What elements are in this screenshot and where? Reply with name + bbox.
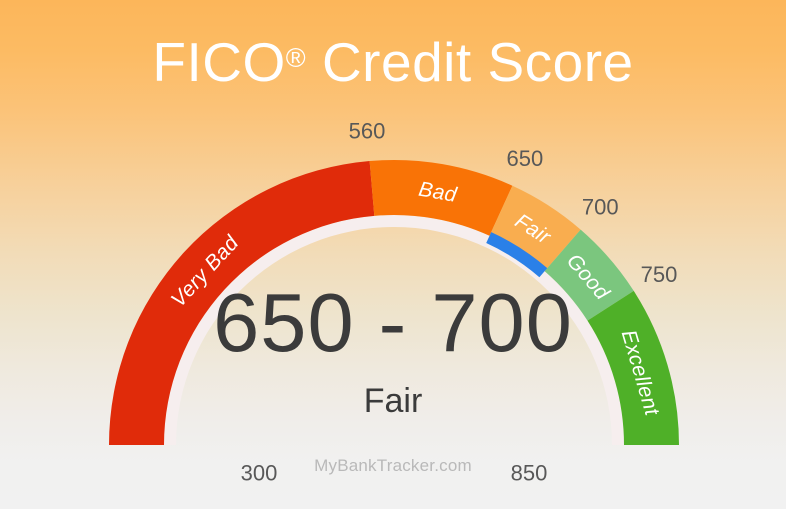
registered-trademark-icon: ® — [285, 43, 307, 73]
gauge-indicator — [486, 232, 548, 278]
tick-label-560: 560 — [349, 119, 386, 144]
gauge-segment-bad — [369, 160, 513, 236]
gauge-segment-good — [544, 229, 634, 321]
gauge-segment-excellent — [587, 290, 679, 445]
tick-label-750: 750 — [641, 262, 678, 287]
page-title-rest: Credit Score — [306, 31, 634, 93]
gauge-tick-labels: 300 560 650 700 750 850 — [241, 119, 678, 486]
site-watermark: MyBankTracker.com — [314, 456, 472, 475]
tick-label-850: 850 — [511, 461, 548, 486]
tick-label-700: 700 — [582, 194, 619, 219]
tick-label-650: 650 — [506, 146, 543, 171]
gauge-segment-very-bad — [109, 161, 375, 445]
gauge-value-indicator — [486, 232, 548, 278]
page-title-brand: FICO — [152, 31, 286, 93]
tick-label-300: 300 — [241, 461, 278, 486]
gauge-segment-fair — [489, 185, 581, 272]
page-title: FICO® Credit Score — [0, 35, 786, 90]
gauge-segments — [109, 160, 679, 445]
